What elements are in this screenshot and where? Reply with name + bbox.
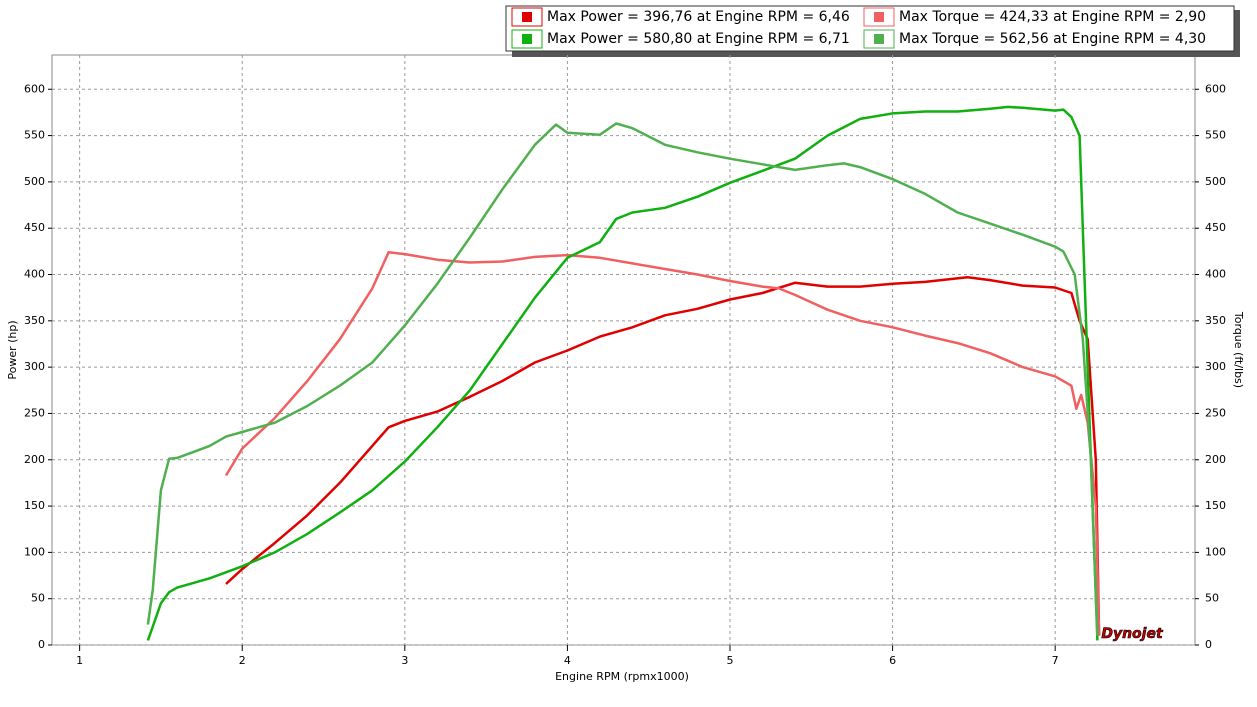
series-line: [224, 251, 1101, 636]
y-tick-label: 400: [24, 268, 45, 281]
y-tick-label: 350: [24, 314, 45, 327]
x-tick-label: 3: [401, 654, 408, 667]
x-axis-label: Engine RPM (rpmx1000): [555, 670, 689, 683]
x-tick-label: 7: [1052, 654, 1059, 667]
x-tick-label: 5: [726, 654, 733, 667]
legend-label: Max Torque = 562,56 at Engine RPM = 4,30: [899, 31, 1206, 47]
y2-axis-label: Torque (ft/lbs): [1232, 311, 1245, 388]
legend-label: Max Torque = 424,33 at Engine RPM = 2,90: [899, 9, 1206, 25]
y-tick-label: 500: [24, 175, 45, 188]
y2-tick-label: 50: [1205, 592, 1219, 605]
y2-tick-label: 350: [1205, 314, 1226, 327]
y2-tick-label: 400: [1205, 268, 1226, 281]
legend-swatch: [874, 12, 884, 22]
y-tick-label: 0: [38, 638, 45, 651]
x-tick-label: 4: [564, 654, 571, 667]
y2-tick-label: 150: [1205, 499, 1226, 512]
y-tick-label: 250: [24, 406, 45, 419]
y2-tick-label: 500: [1205, 175, 1226, 188]
y-tick-label: 150: [24, 499, 45, 512]
y-tick-label: 50: [31, 592, 45, 605]
y-tick-label: 300: [24, 360, 45, 373]
y-tick-label: 600: [24, 82, 45, 95]
legend-swatch: [874, 34, 884, 44]
y2-tick-label: 300: [1205, 360, 1226, 373]
x-tick-label: 6: [889, 654, 896, 667]
x-tick-label: 1: [76, 654, 83, 667]
y-tick-label: 100: [24, 545, 45, 558]
legend-swatch: [522, 34, 532, 44]
y2-tick-label: 0: [1205, 638, 1212, 651]
series-line: [225, 276, 1101, 636]
y2-tick-label: 550: [1205, 129, 1226, 142]
y-axis-label: Power (hp): [6, 320, 19, 379]
x-tick-label: 2: [239, 654, 246, 667]
series-line: [146, 105, 1099, 641]
y2-tick-label: 450: [1205, 221, 1226, 234]
y-tick-label: 550: [24, 129, 45, 142]
y2-tick-label: 600: [1205, 82, 1226, 95]
y2-tick-label: 200: [1205, 453, 1226, 466]
logo: Dynojet: [1101, 626, 1164, 642]
series-line: [146, 122, 1099, 636]
y2-tick-label: 250: [1205, 406, 1226, 419]
legend-label: Max Power = 396,76 at Engine RPM = 6,46: [547, 9, 850, 25]
y-tick-label: 450: [24, 221, 45, 234]
legend-swatch: [522, 12, 532, 22]
legend-label: Max Power = 580,80 at Engine RPM = 6,71: [547, 31, 850, 47]
y-tick-label: 200: [24, 453, 45, 466]
y2-tick-label: 100: [1205, 545, 1226, 558]
